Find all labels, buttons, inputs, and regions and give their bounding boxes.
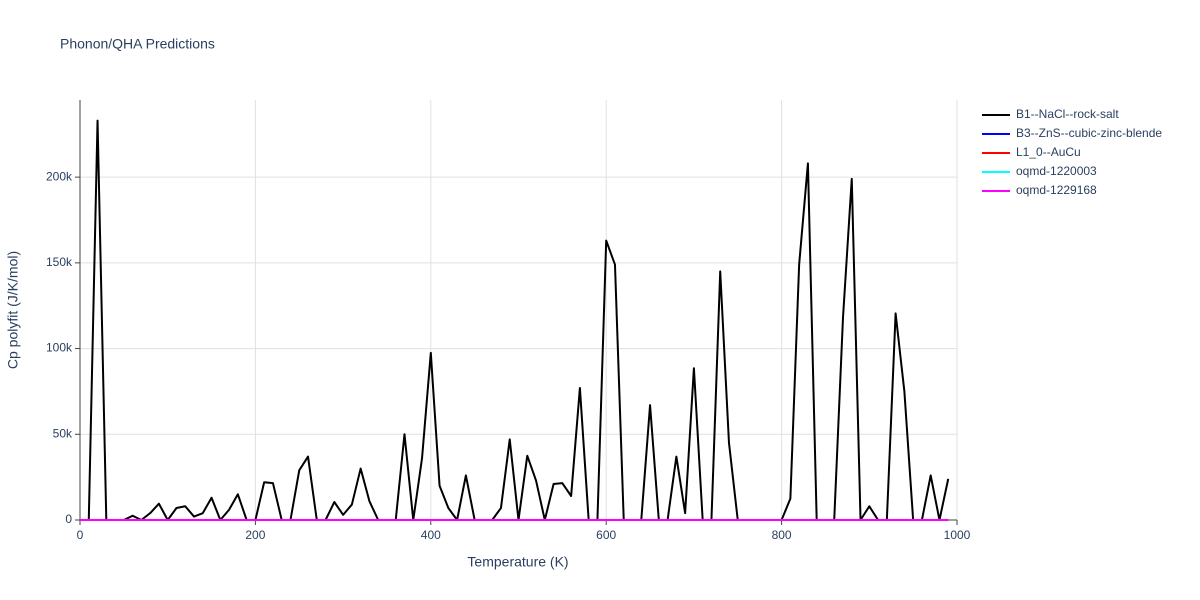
legend-label: B1--NaCl--rock-salt xyxy=(1016,107,1119,121)
y-axis-title: Cp polyfit (J/K/mol) xyxy=(5,251,21,369)
y-tick-label: 0 xyxy=(65,512,72,526)
x-tick-label: 1000 xyxy=(944,528,971,542)
y-tick-label: 200k xyxy=(46,169,73,183)
x-tick-label: 0 xyxy=(77,528,84,542)
series-line xyxy=(80,119,950,521)
chart-title: Phonon/QHA Predictions xyxy=(60,36,215,52)
legend-label: oqmd-1229168 xyxy=(1016,183,1097,197)
x-tick-label: 200 xyxy=(245,528,265,542)
legend-label: L1_0--AuCu xyxy=(1016,145,1081,159)
y-tick-label: 150k xyxy=(46,255,73,269)
x-tick-label: 600 xyxy=(596,528,616,542)
y-tick-label: 100k xyxy=(46,341,73,355)
y-tick-label: 50k xyxy=(53,426,73,440)
x-axis-title: Temperature (K) xyxy=(467,554,568,570)
legend-label: oqmd-1220003 xyxy=(1016,164,1097,178)
x-tick-label: 800 xyxy=(772,528,792,542)
legend-label: B3--ZnS--cubic-zinc-blende xyxy=(1016,126,1162,140)
x-tick-label: 400 xyxy=(421,528,441,542)
